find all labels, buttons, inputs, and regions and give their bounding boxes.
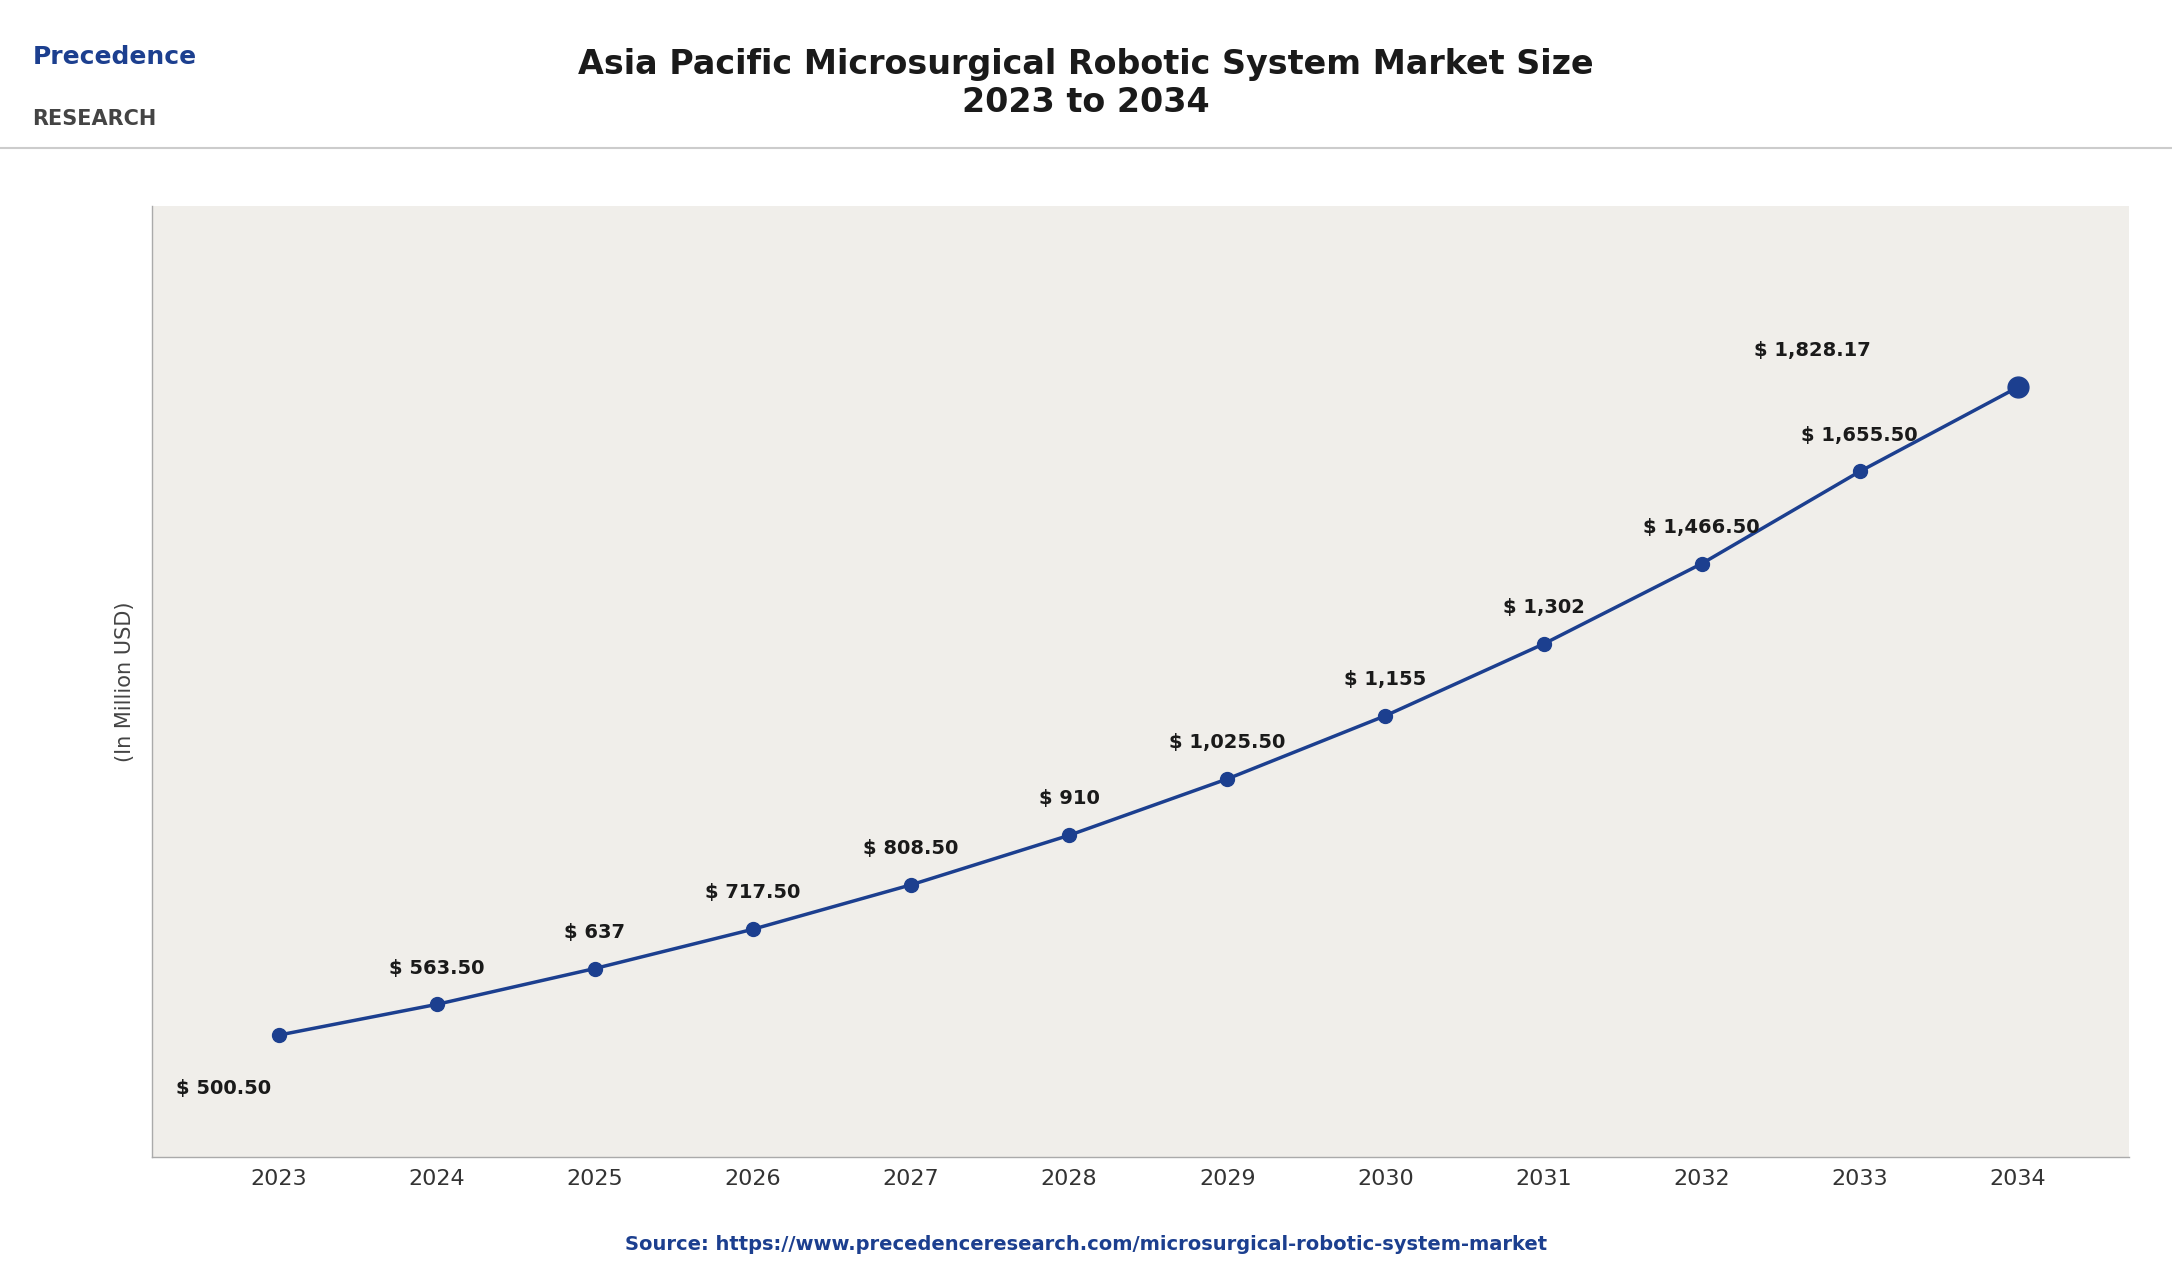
Text: $ 563.50: $ 563.50	[389, 958, 484, 977]
Y-axis label: (In Million USD): (In Million USD)	[115, 602, 135, 761]
Text: $ 1,828.17: $ 1,828.17	[1755, 341, 1870, 360]
Text: $ 1,302: $ 1,302	[1503, 598, 1583, 617]
Text: Asia Pacific Microsurgical Robotic System Market Size
2023 to 2034: Asia Pacific Microsurgical Robotic Syste…	[578, 48, 1594, 120]
Text: $ 808.50: $ 808.50	[862, 838, 958, 858]
Text: $ 637: $ 637	[565, 922, 626, 941]
Text: $ 1,155: $ 1,155	[1344, 670, 1427, 689]
Text: $ 500.50: $ 500.50	[176, 1079, 272, 1098]
Text: $ 1,466.50: $ 1,466.50	[1644, 518, 1759, 536]
Text: Precedence: Precedence	[33, 45, 198, 69]
Text: $ 1,025.50: $ 1,025.50	[1169, 733, 1286, 752]
Text: RESEARCH: RESEARCH	[33, 109, 156, 130]
Text: Source: https://www.precedenceresearch.com/microsurgical-robotic-system-market: Source: https://www.precedenceresearch.c…	[626, 1235, 1546, 1254]
Text: $ 910: $ 910	[1038, 790, 1099, 809]
Text: $ 717.50: $ 717.50	[706, 883, 801, 903]
Text: $ 1,655.50: $ 1,655.50	[1801, 426, 1918, 445]
